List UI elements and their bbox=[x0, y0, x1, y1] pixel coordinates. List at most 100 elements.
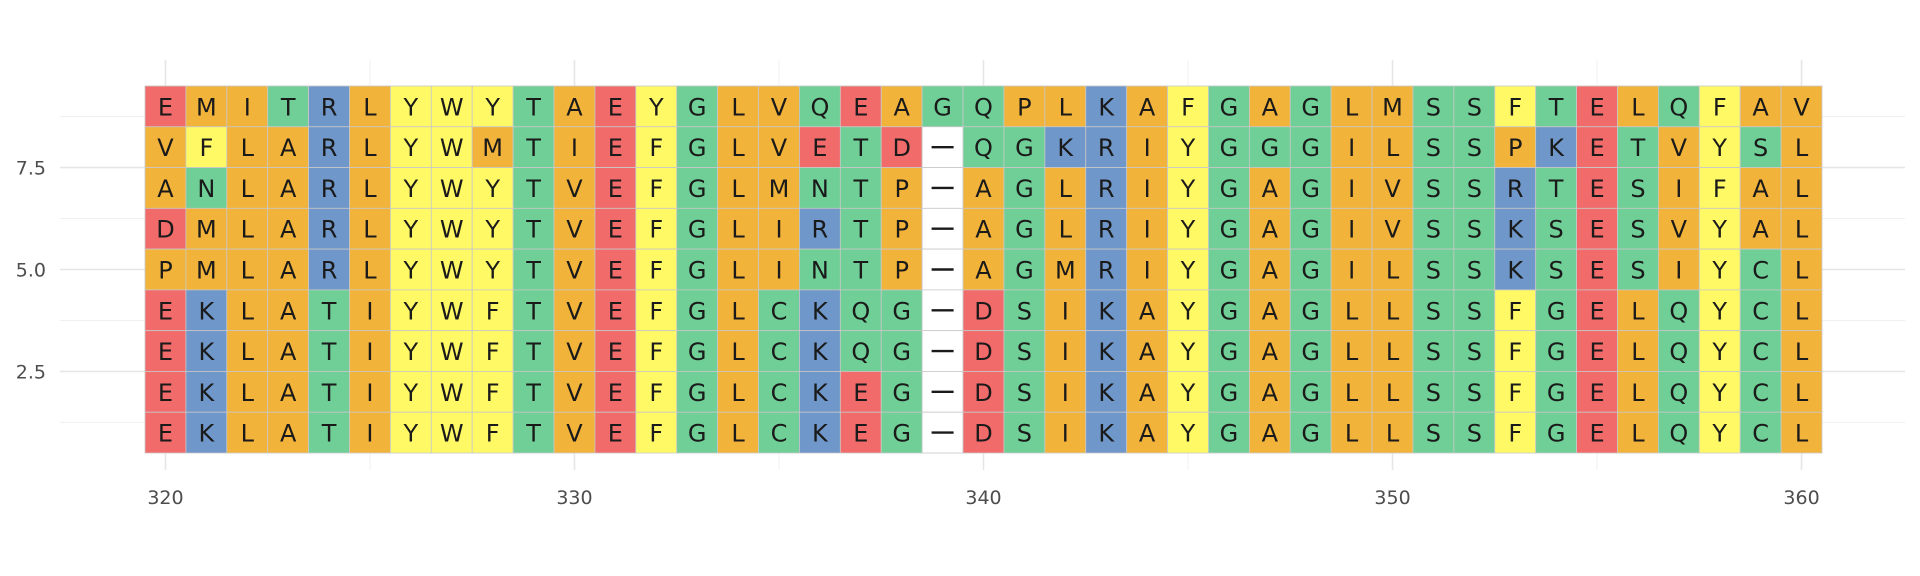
tile-r6-c332 bbox=[635, 207, 678, 250]
tile-r7-c337 bbox=[839, 167, 882, 209]
tile-r7-c325 bbox=[349, 167, 391, 209]
tile-r3-c325 bbox=[349, 330, 391, 372]
residue-r1-c322: L bbox=[241, 420, 255, 448]
residue-r9-c330: A bbox=[566, 93, 583, 121]
tile-r3-c335 bbox=[758, 330, 800, 372]
residue-r3-c328: F bbox=[486, 338, 500, 366]
residue-r7-c332: F bbox=[649, 175, 663, 203]
residue-r4-c350: L bbox=[1386, 297, 1400, 325]
tile-r7-c331 bbox=[594, 167, 637, 209]
residue-r9-c352: S bbox=[1467, 93, 1482, 121]
residue-r8-c342: K bbox=[1057, 134, 1074, 162]
residue-r3-c335: C bbox=[771, 338, 788, 366]
residue-r5-c330: V bbox=[566, 257, 583, 285]
residue-r4-c341: S bbox=[1017, 297, 1032, 325]
tile-r9-c357 bbox=[1657, 85, 1700, 128]
tile-r5-c346 bbox=[1208, 248, 1250, 291]
residue-r3-c345: Y bbox=[1180, 338, 1196, 366]
residue-r6-c358: Y bbox=[1711, 216, 1727, 244]
residue-r3-c342: I bbox=[1062, 338, 1069, 366]
residue-r4-c347: A bbox=[1262, 297, 1279, 325]
residue-r4-c333: G bbox=[688, 297, 707, 325]
residue-r2-c336: K bbox=[812, 379, 829, 407]
y-tick-label-1: 5.0 bbox=[16, 260, 46, 282]
residue-r4-c342: I bbox=[1062, 297, 1069, 325]
residue-r2-c337: E bbox=[853, 379, 868, 407]
residue-r2-c326: Y bbox=[403, 379, 419, 407]
residue-r6-c360: L bbox=[1795, 216, 1809, 244]
residue-r7-c358: F bbox=[1713, 175, 1727, 203]
residue-r4-c340: D bbox=[974, 297, 992, 325]
tile-r1-c358 bbox=[1698, 411, 1741, 454]
residue-r9-c355: E bbox=[1589, 93, 1604, 121]
tile-r4-c360 bbox=[1780, 289, 1823, 332]
residue-r7-c354: T bbox=[1548, 175, 1564, 203]
residue-r3-c332: F bbox=[649, 338, 663, 366]
tile-r7-c330 bbox=[553, 167, 596, 209]
residue-r3-c321: K bbox=[198, 338, 215, 366]
residue-r9-c324: R bbox=[321, 93, 338, 121]
tile-r4-c358 bbox=[1698, 289, 1741, 332]
tile-r6-c359 bbox=[1739, 207, 1782, 250]
tile-r6-c335 bbox=[758, 207, 800, 250]
tile-r7-c332 bbox=[635, 167, 678, 209]
residue-r8-c358: Y bbox=[1711, 134, 1727, 162]
residue-r9-c346: G bbox=[1220, 93, 1239, 121]
tile-r8-c348 bbox=[1289, 126, 1332, 168]
residue-r8-c343: R bbox=[1098, 134, 1115, 162]
residue-r7-c352: S bbox=[1467, 175, 1482, 203]
residue-r9-c321: M bbox=[196, 93, 217, 121]
tile-r8-c351 bbox=[1412, 126, 1455, 168]
residue-r9-c325: L bbox=[363, 93, 377, 121]
tile-r4-c359 bbox=[1739, 289, 1782, 332]
residue-r1-c323: A bbox=[280, 420, 297, 448]
tile-r3-c323 bbox=[267, 330, 310, 372]
residue-r4-c325: I bbox=[366, 297, 373, 325]
tile-r2-c355 bbox=[1576, 371, 1618, 413]
tile-r1-c355 bbox=[1576, 411, 1618, 454]
tile-r9-c335 bbox=[758, 85, 800, 128]
residue-r3-c343: K bbox=[1098, 338, 1115, 366]
residue-r4-c348: G bbox=[1301, 297, 1320, 325]
residue-r1-c342: I bbox=[1062, 420, 1069, 448]
residue-r4-c335: C bbox=[771, 297, 788, 325]
residue-r2-c324: T bbox=[321, 379, 337, 407]
tile-r1-c353 bbox=[1494, 411, 1537, 454]
tile-r6-c345 bbox=[1167, 207, 1209, 250]
tile-r5-c359 bbox=[1739, 248, 1782, 291]
residue-r2-c358: Y bbox=[1711, 379, 1727, 407]
residue-r6-c355: E bbox=[1589, 216, 1604, 244]
residue-r3-c352: S bbox=[1467, 338, 1482, 366]
residue-r2-c351: S bbox=[1426, 379, 1441, 407]
residue-r9-c333: G bbox=[688, 93, 707, 121]
residue-r4-c336: K bbox=[812, 297, 829, 325]
tile-r8-c350 bbox=[1371, 126, 1414, 168]
residue-r2-c325: I bbox=[366, 379, 373, 407]
residue-r2-c348: G bbox=[1301, 379, 1320, 407]
residue-r2-c350: L bbox=[1386, 379, 1400, 407]
residue-r1-c346: G bbox=[1220, 420, 1239, 448]
residue-r8-c350: L bbox=[1386, 134, 1400, 162]
tile-r1-c324 bbox=[308, 411, 350, 454]
residue-r9-c359: A bbox=[1752, 93, 1769, 121]
residue-r9-c328: Y bbox=[484, 93, 500, 121]
residue-r2-c330: V bbox=[566, 379, 583, 407]
tile-r8-c327 bbox=[430, 126, 473, 168]
tile-r3-c357 bbox=[1657, 330, 1700, 372]
residue-r2-c357: Q bbox=[1669, 379, 1688, 407]
residue-r3-c330: V bbox=[566, 338, 583, 366]
tile-r5-c325 bbox=[349, 248, 391, 291]
tile-r7-c324 bbox=[308, 167, 350, 209]
residue-r2-c328: F bbox=[486, 379, 500, 407]
residue-r7-c347: A bbox=[1262, 175, 1279, 203]
residue-r1-c355: E bbox=[1589, 420, 1604, 448]
tile-r3-c344 bbox=[1126, 330, 1168, 372]
residue-r4-c329: T bbox=[525, 297, 541, 325]
residue-r6-c353: K bbox=[1507, 216, 1524, 244]
tile-r6-c347 bbox=[1248, 207, 1291, 250]
residue-r5-c324: R bbox=[321, 257, 338, 285]
residue-r7-c351: S bbox=[1426, 175, 1441, 203]
tile-r1-c360 bbox=[1780, 411, 1823, 454]
residue-r6-c336: R bbox=[812, 216, 829, 244]
